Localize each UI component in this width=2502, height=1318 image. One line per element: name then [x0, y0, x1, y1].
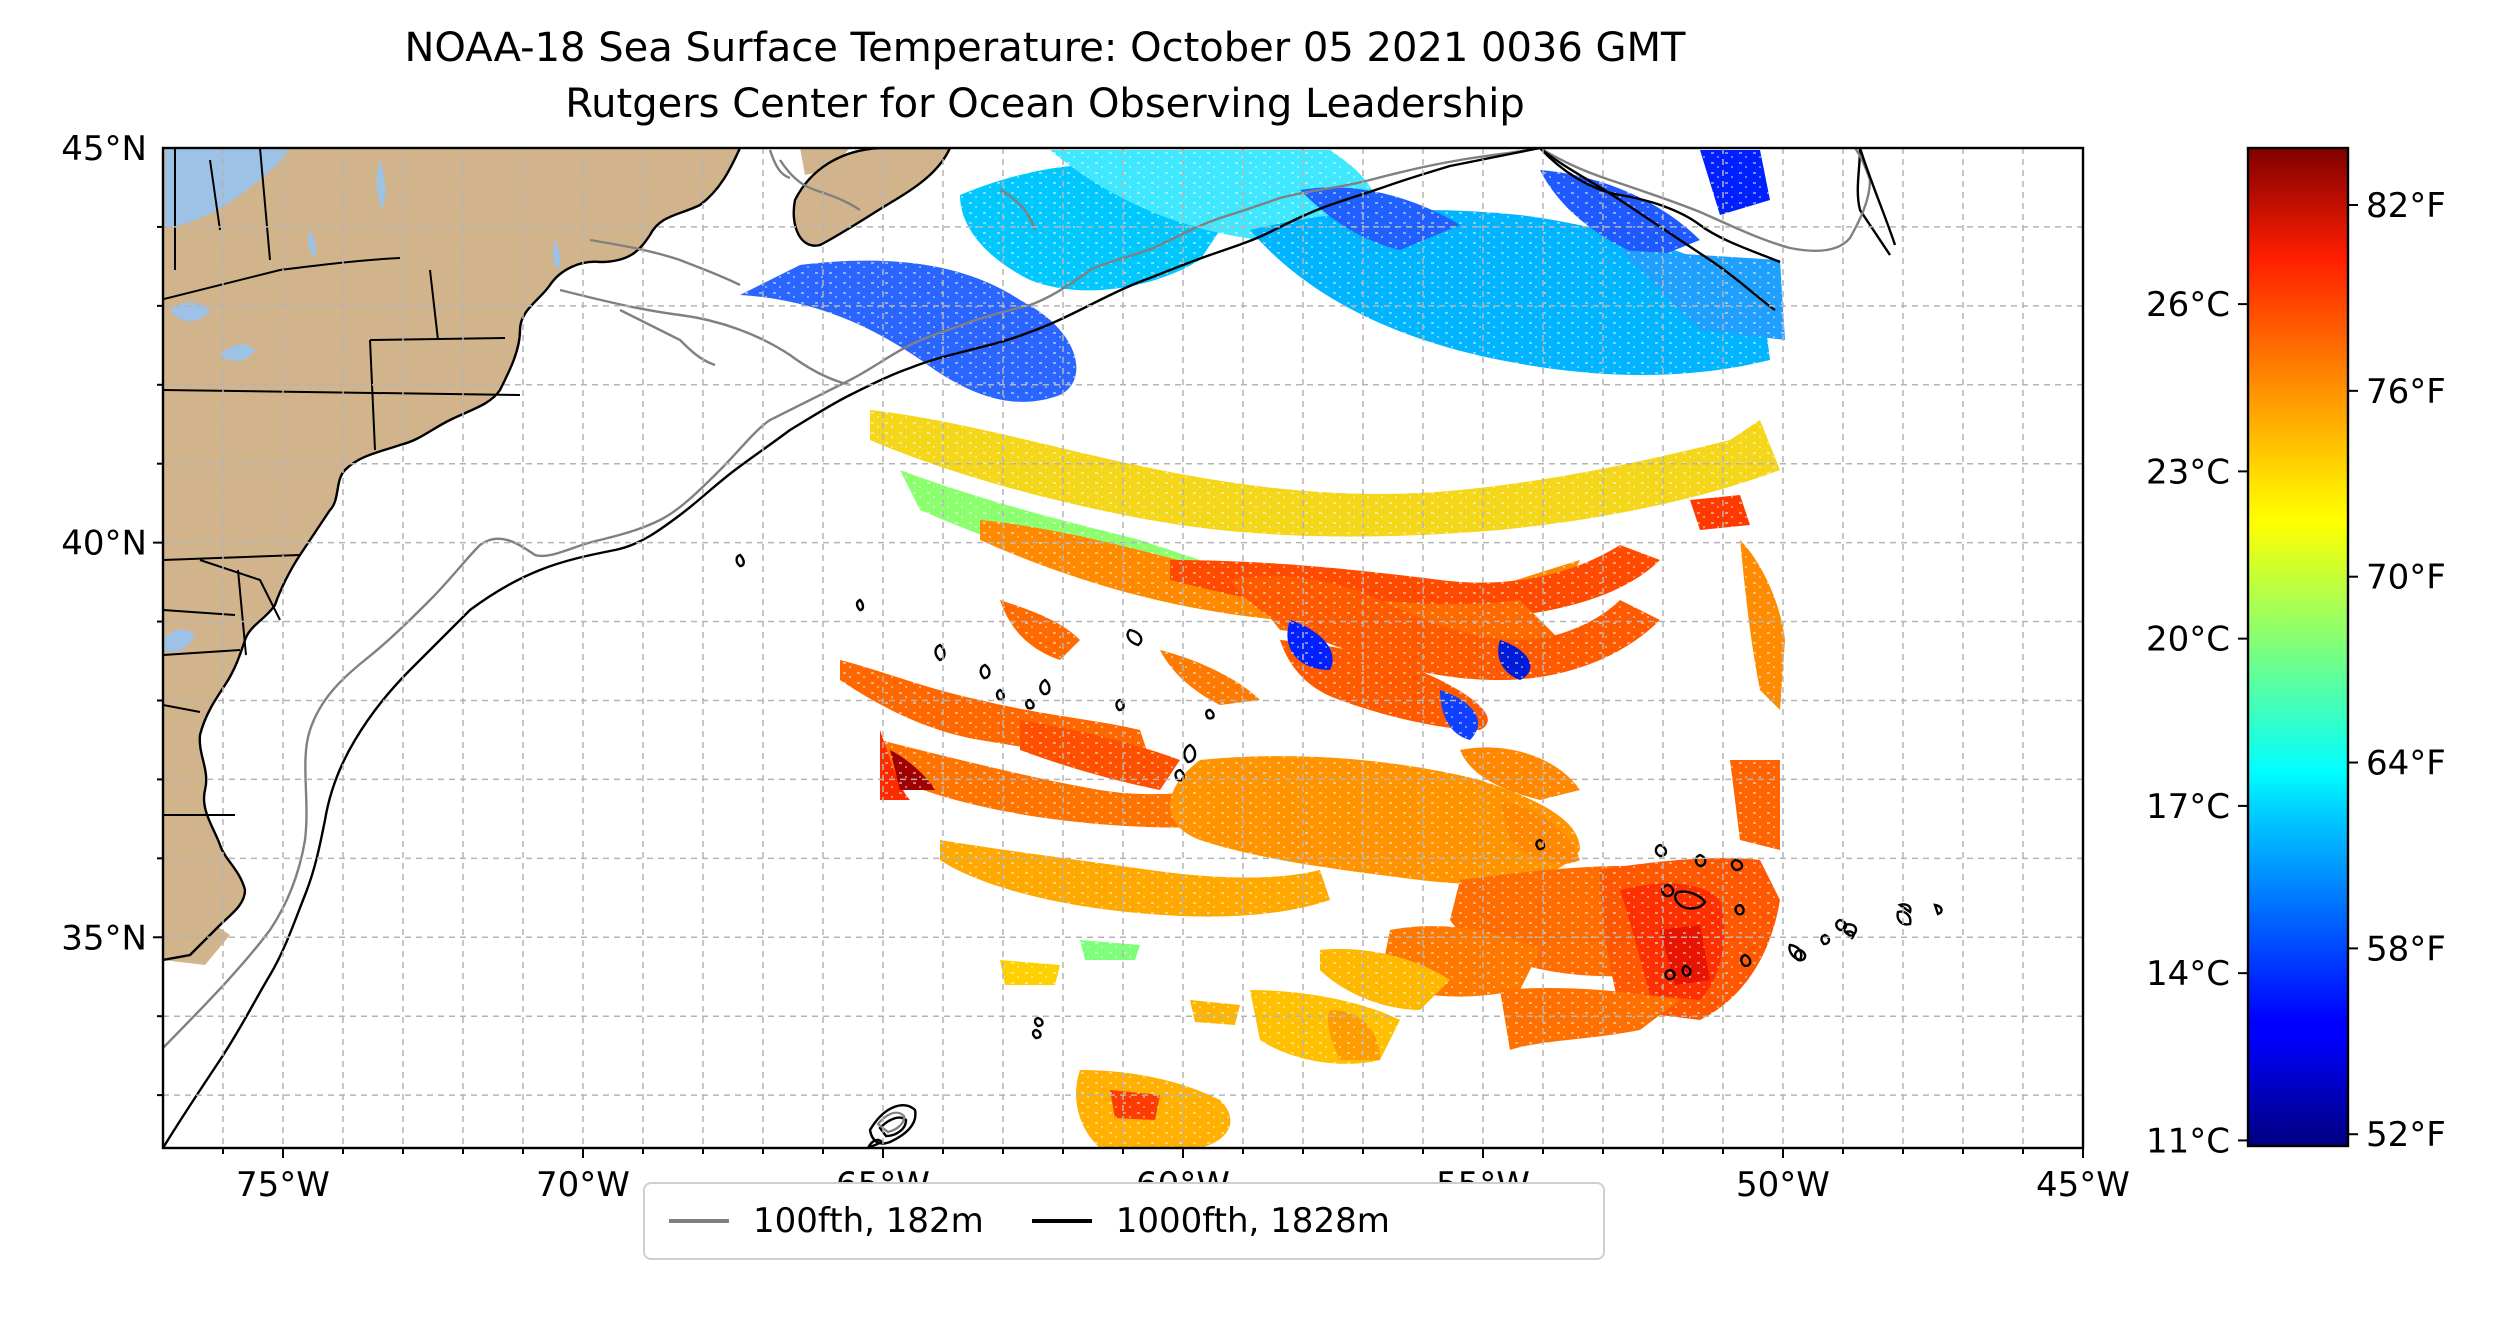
x-tick-label: 70°W: [536, 1165, 630, 1205]
land-mass: [163, 148, 950, 965]
colorbar-label-fahrenheit: 76°F: [2366, 372, 2446, 412]
map-title: NOAA-18 Sea Surface Temperature: October…: [404, 25, 1686, 71]
legend-swatch-100fth: [669, 1219, 729, 1223]
legend-label-1000fth: 1000fth, 1828m: [1115, 1201, 1390, 1241]
colorbar-celsius-ticks: 26°C 23°C 20°C 17°C 14°C 11°C: [2146, 285, 2248, 1161]
state-borders: [163, 148, 521, 816]
x-tick-label: 50°W: [1736, 1165, 1830, 1205]
lakes: [163, 148, 561, 652]
isobath-100fth: [163, 148, 1872, 1049]
colorbar-label-celsius: 17°C: [2146, 787, 2230, 827]
colorbar-scale: [2246, 146, 2350, 1148]
legend-item-100fth: 100fth, 182m: [669, 1201, 984, 1241]
legend: 100fth, 182m 1000fth, 1828m: [643, 1182, 1605, 1260]
x-tick-label: 45°W: [2036, 1165, 2130, 1205]
seamount-100fth-contours: [876, 1111, 906, 1134]
map-subtitle: Rutgers Center for Ocean Observing Leade…: [565, 81, 1525, 127]
x-tick-label: 75°W: [236, 1165, 330, 1205]
colorbar-label-celsius: 20°C: [2146, 620, 2230, 660]
legend-item-1000fth: 1000fth, 1828m: [1031, 1201, 1390, 1241]
coastline: [163, 148, 1891, 962]
y-tick-label: 40°N: [61, 524, 147, 564]
colorbar-fahrenheit-ticks: 82°F 76°F 70°F 64°F 58°F 52°F: [2348, 186, 2446, 1155]
colorbar-label-fahrenheit: 52°F: [2366, 1115, 2446, 1155]
legend-label-100fth: 100fth, 182m: [753, 1201, 984, 1241]
axis-ticks: [153, 225, 2084, 1158]
y-tick-label: 35°N: [61, 918, 147, 958]
y-tick-label: 45°N: [61, 129, 147, 169]
colorbar: 26°C 23°C 20°C 17°C 14°C 11°C 82°F 76°F 70°F 64°…: [2146, 146, 2446, 1161]
colorbar-label-celsius: 26°C: [2146, 285, 2230, 325]
gridlines: [163, 148, 2083, 1148]
colorbar-label-fahrenheit: 82°F: [2366, 186, 2446, 226]
seamount-contours: [735, 553, 1943, 1148]
colorbar-label-celsius: 23°C: [2146, 452, 2230, 492]
legend-swatch-1000fth: [1031, 1219, 1092, 1223]
colorbar-label-celsius: 11°C: [2146, 1121, 2230, 1161]
colorbar-label-fahrenheit: 70°F: [2366, 558, 2446, 598]
map-area: 75°W70°W65°W60°W55°W50°W45°W45°N40°N35°N: [61, 129, 2130, 1205]
colorbar-label-fahrenheit: 64°F: [2366, 744, 2446, 784]
colorbar-label-celsius: 14°C: [2146, 954, 2230, 994]
colorbar-label-fahrenheit: 58°F: [2366, 929, 2446, 969]
isobath-1000fth: [163, 148, 1897, 1148]
